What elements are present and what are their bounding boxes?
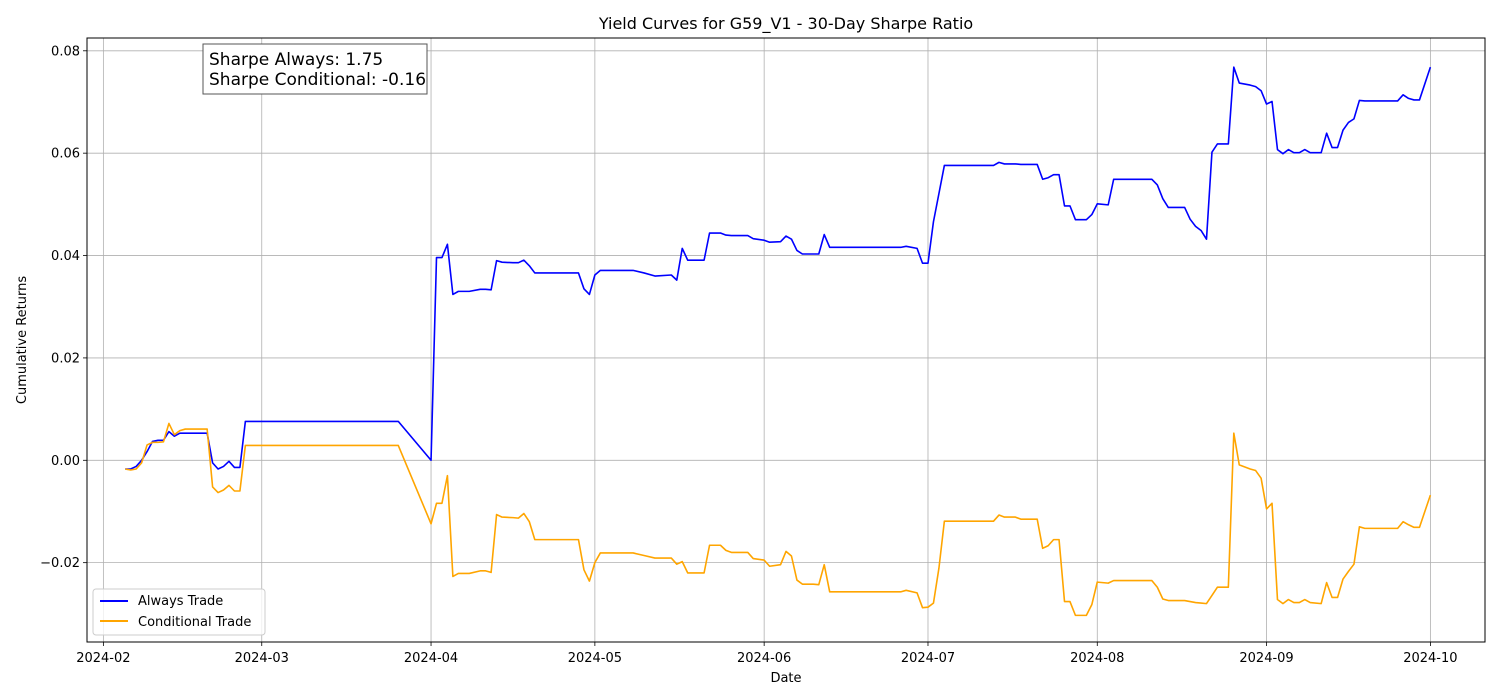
x-tick-label: 2024-04 [404,651,458,666]
y-tick-label: −0.02 [40,556,80,571]
sharpe-annotation: Sharpe Always: 1.75 Sharpe Conditional: … [202,43,428,95]
y-tick-label: 0.04 [51,249,80,264]
x-tick-label: 2024-10 [1403,651,1457,666]
x-tick-label: 2024-08 [1070,651,1124,666]
chart-title: Yield Curves for G59_V1 - 30-Day Sharpe … [598,14,973,34]
axis-ticks: 2024-02 2024-03 2024-04 2024-05 2024-06 2024-… [40,44,1457,666]
x-tick-label: 2024-07 [901,651,955,666]
annotation-box [202,43,428,95]
series-line-always-trade [125,66,1432,470]
annotation-sharpe-always: Sharpe Always: 1.75 [209,50,383,70]
legend-label-always-trade: Always Trade [138,594,223,609]
y-tick-label: 0.02 [51,351,80,366]
x-tick-label: 2024-09 [1239,651,1293,666]
plot-frame [86,37,1486,643]
gridlines [87,38,1485,642]
series-line-conditional-trade [125,422,1432,617]
y-tick-label: 0.08 [51,44,80,59]
x-tick-label: 2024-03 [235,651,289,666]
x-tick-label: 2024-06 [737,651,791,666]
legend-box [92,588,266,636]
x-tick-label: 2024-05 [568,651,622,666]
annotation-sharpe-conditional: Sharpe Conditional: -0.16 [209,70,426,90]
x-axis-title: Date [770,671,801,686]
y-tick-label: 0.06 [51,147,80,162]
x-tick-label: 2024-02 [76,651,130,666]
legend-label-conditional-trade: Conditional Trade [138,615,251,630]
series-lines [125,66,1432,617]
legend: Always Trade Conditional Trade [92,588,266,636]
y-tick-label: 0.00 [51,454,80,469]
y-axis-title: Cumulative Returns [15,276,30,404]
